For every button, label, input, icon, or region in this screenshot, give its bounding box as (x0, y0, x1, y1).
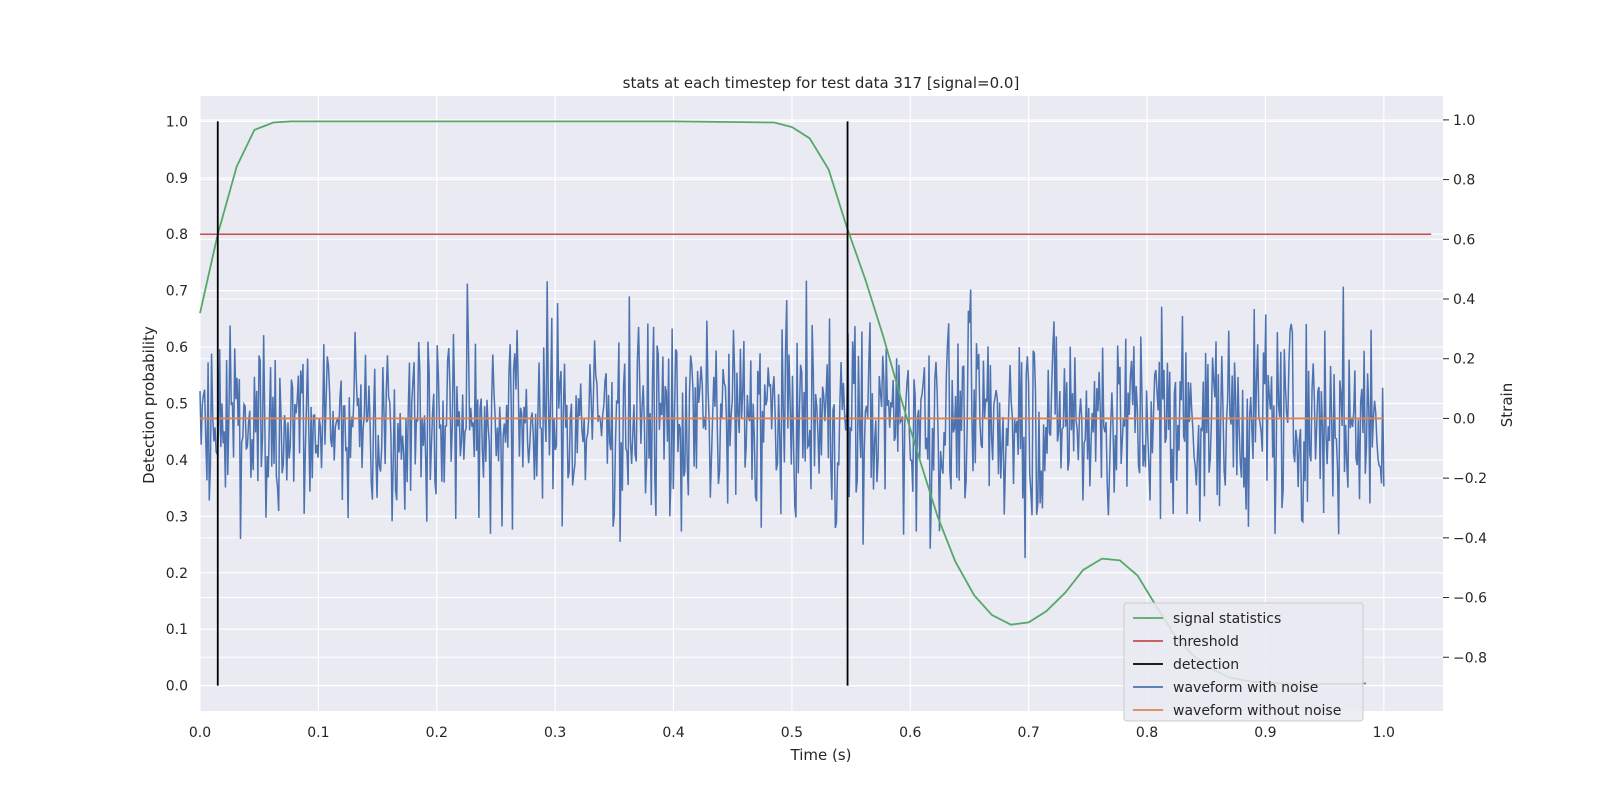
y-tick-label: 0.8 (166, 227, 188, 243)
legend-box (1123, 602, 1364, 722)
y2-tick-label: 0.6 (1453, 232, 1475, 248)
y2-tick-label: −0.4 (1453, 531, 1487, 547)
x-tick-label: 0.5 (781, 725, 803, 741)
x-tick-label: 0.7 (1018, 725, 1040, 741)
y2-tick-label: 0.4 (1453, 292, 1475, 308)
y-axis-label: Detection probability (140, 326, 158, 484)
x-tick-label: 0.1 (307, 725, 329, 741)
y2-tick-label: −0.2 (1453, 471, 1487, 487)
legend: signal statistics threshold detection wavef… (1123, 602, 1364, 722)
x-tick-label: 0.8 (1136, 725, 1158, 741)
series-waveform-with-noise (199, 280, 1385, 559)
y-tick-label: 0.5 (166, 397, 188, 413)
x-tick-label: 0.3 (544, 725, 566, 741)
y-tick-label: 0.9 (166, 171, 188, 187)
y-axis-ticks: 0.0 0.1 0.2 0.3 0.4 0.5 0.6 0.7 0.8 0.9 1.0 (166, 114, 188, 694)
y-tick-label: 0.2 (166, 566, 188, 582)
x-tick-label: 0.9 (1254, 725, 1276, 741)
x-tick-label: 0.6 (899, 725, 921, 741)
y-tick-label: 0.1 (166, 622, 188, 638)
x-axis-label: Time (s) (790, 746, 852, 764)
y2-axis-ticks: −0.8 −0.6 −0.4 −0.2 0.0 0.2 0.4 0.6 0.8 1.0 (1443, 113, 1487, 666)
y-tick-label: 0.7 (166, 284, 188, 300)
legend-label: signal statistics (1173, 611, 1281, 627)
x-axis-ticks: 0.0 0.1 0.2 0.3 0.4 0.5 0.6 0.7 0.8 0.9 1.0 (189, 725, 1395, 741)
y-tick-label: 1.0 (166, 114, 188, 130)
legend-label: waveform without noise (1173, 703, 1341, 719)
chart-title: stats at each timestep for test data 317… (623, 74, 1020, 92)
x-tick-label: 0.2 (426, 725, 448, 741)
x-tick-label: 0.4 (662, 725, 684, 741)
y2-axis-label: Strain (1498, 383, 1516, 427)
x-tick-label: 0.0 (189, 725, 211, 741)
y2-tick-label: 0.2 (1453, 352, 1475, 368)
y2-tick-label: 0.8 (1453, 173, 1475, 189)
legend-label: threshold (1173, 634, 1239, 650)
legend-label: waveform with noise (1173, 680, 1318, 696)
x-tick-label: 1.0 (1373, 725, 1395, 741)
y2-tick-label: −0.8 (1453, 650, 1487, 666)
y-tick-label: 0.6 (166, 340, 188, 356)
legend-label: detection (1173, 657, 1239, 673)
y2-tick-label: −0.6 (1453, 591, 1487, 607)
y2-tick-label: 0.0 (1453, 411, 1475, 427)
y-tick-label: 0.3 (166, 509, 188, 525)
y-tick-label: 0.4 (166, 453, 188, 469)
y2-tick-label: 1.0 (1453, 113, 1475, 129)
y-tick-label: 0.0 (166, 679, 188, 695)
